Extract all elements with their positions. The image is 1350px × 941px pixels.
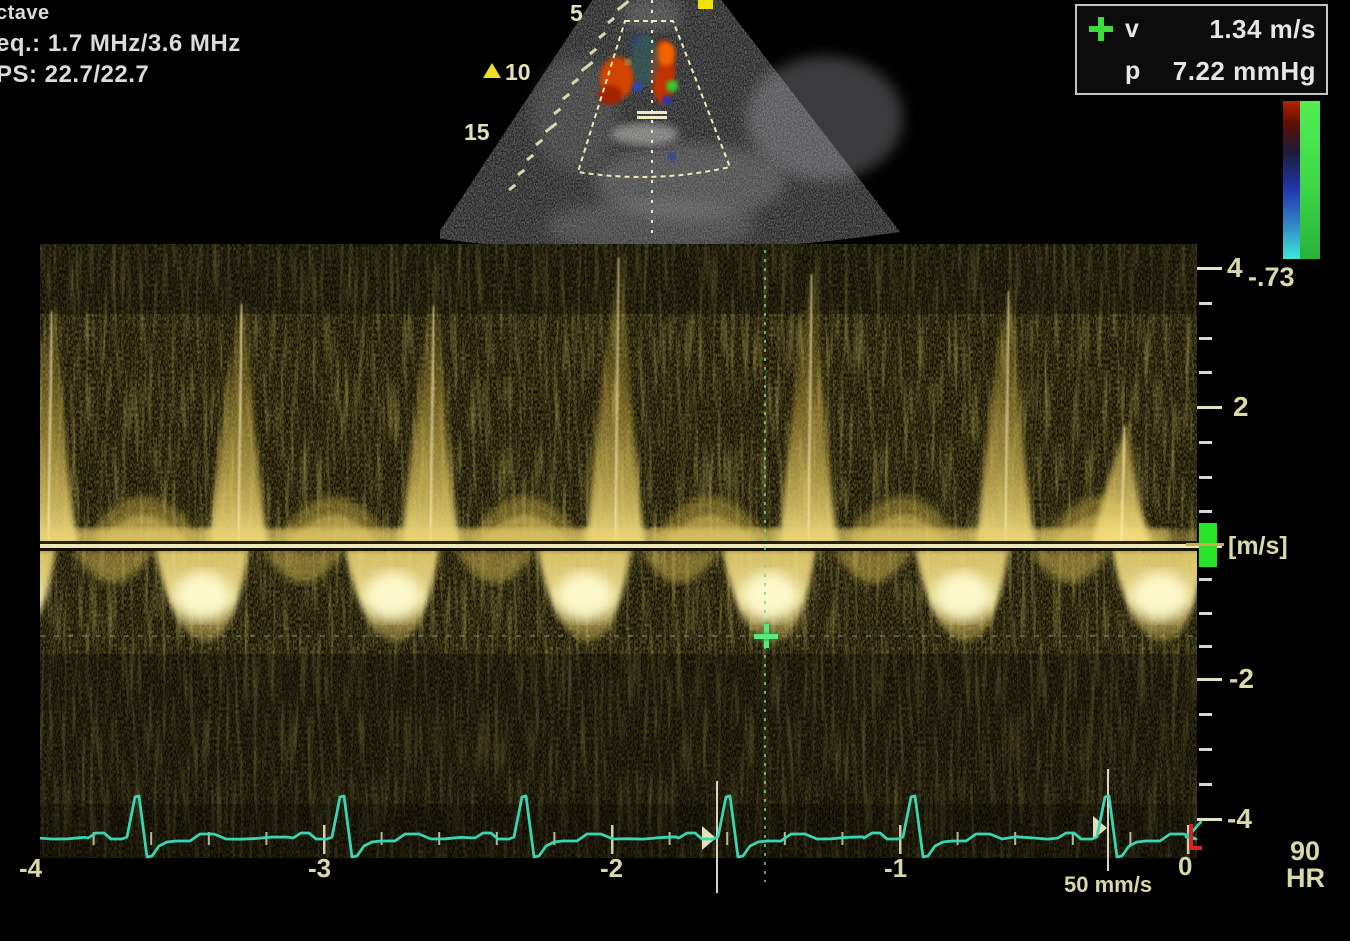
vscale-m2: -2 (1229, 663, 1254, 694)
ecg-sync-marker-foot (1189, 846, 1202, 850)
vtick-minor (1199, 337, 1212, 340)
vtick-minor (1199, 476, 1212, 479)
vscale-2: 2 (1233, 391, 1249, 422)
measure-cursor-line[interactable] (764, 250, 766, 882)
color-flow-scale (1283, 101, 1320, 259)
doppler-cursor[interactable] (637, 0, 667, 240)
focus-marker-icon[interactable] (483, 63, 501, 78)
vtick-minor (1199, 578, 1212, 581)
caliper-cross-icon (1089, 17, 1113, 41)
pressure-label: p (1125, 56, 1141, 85)
vscale-unit: [m/s] (1228, 532, 1288, 560)
vtick-minor (1199, 371, 1212, 374)
baseline-shadow (40, 541, 1197, 544)
vtick-minor (1199, 441, 1212, 444)
sample-volume-gate (637, 111, 667, 114)
depth-label-10: 10 (505, 59, 531, 85)
vscale-m4: -4 (1227, 803, 1252, 834)
colorbar-baseline-value: -.73 (1248, 262, 1295, 292)
velocity-value: 1.34 m/s (1209, 13, 1316, 44)
vtick-minor (1199, 510, 1212, 513)
baseline-tick (1186, 543, 1224, 546)
time-label-m3: -3 (308, 853, 332, 883)
heart-rate-value: 90 (1290, 836, 1321, 866)
time-label-m2: -2 (600, 853, 624, 883)
beat-marker-line-2[interactable] (1107, 769, 1109, 871)
pressure-value: 7.22 mmHg (1172, 55, 1316, 86)
variance-colormap (1300, 101, 1320, 259)
spectral-baseline (40, 544, 1197, 548)
ecg-sync-marker (1189, 824, 1193, 849)
vtick-major (1197, 678, 1222, 681)
fps-label: PS: 22.7/22.7 (0, 61, 150, 88)
velocity-label: v (1125, 14, 1139, 43)
vscale-4: 4 (1227, 252, 1243, 283)
vtick-minor (1199, 748, 1212, 751)
vtick-major (1197, 267, 1222, 270)
spectral-waveform (40, 252, 1197, 643)
vtick-major (1197, 406, 1222, 409)
measure-cursor-cross[interactable] (754, 624, 778, 648)
spectral-doppler-display[interactable] (40, 244, 1197, 858)
time-label-m4: -4 (19, 853, 43, 883)
vtick-minor (1199, 645, 1212, 648)
grayscale-fan (440, 0, 903, 246)
time-label-m1: -1 (884, 853, 908, 883)
ecg-trace (40, 794, 1202, 859)
velocity-colormap (1283, 101, 1300, 259)
color-roi-outline[interactable] (576, 20, 732, 178)
mode-label: ctave (0, 2, 50, 24)
sweep-speed-label: 50 mm/s (1064, 872, 1153, 897)
depth-label-15: 15 (464, 119, 490, 145)
frequency-label: eq.: 1.7 MHz/3.6 MHz (0, 30, 241, 57)
2d-image-panel: 5 10 15 (440, 0, 960, 246)
vtick-minor (1199, 713, 1212, 716)
measurement-box: v 1.34 m/s p 7.22 mmHg (1075, 4, 1328, 95)
probe-orientation-icon (698, 0, 713, 9)
vtick-minor (1199, 783, 1212, 786)
vtick-major (1197, 818, 1222, 821)
heart-rate-label: HR (1286, 863, 1325, 893)
depth-label-5: 5 (570, 0, 583, 26)
vtick-minor (1199, 302, 1212, 305)
time-label-0: 0 (1178, 851, 1193, 881)
vtick-minor (1199, 612, 1212, 615)
